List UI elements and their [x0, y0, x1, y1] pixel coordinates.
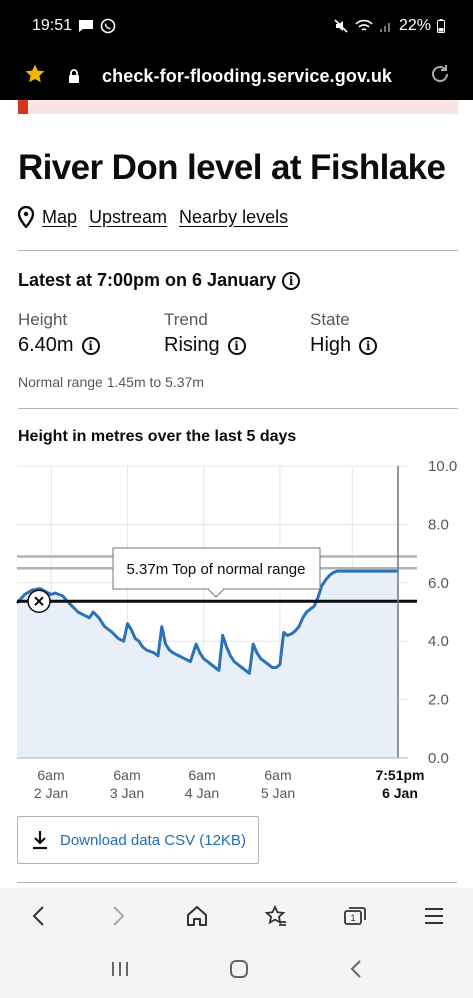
y-tick-label: 10.0	[428, 458, 457, 475]
wifi-icon	[355, 19, 373, 33]
stat-label: Height	[18, 310, 68, 329]
x-tick-label: 5 Jan	[261, 785, 295, 801]
divider	[17, 882, 457, 883]
x-tick-label: 6 Jan	[382, 785, 418, 801]
stat-state: State High i	[310, 310, 378, 357]
x-tick-label: 3 Jan	[110, 785, 144, 801]
info-icon[interactable]: i	[227, 336, 246, 355]
stat-value: High	[310, 334, 352, 356]
stat-height: Height 6.40m i	[18, 310, 100, 357]
battery-percent: 22%	[398, 17, 431, 34]
download-label: Download data CSV (12KB)	[60, 831, 246, 849]
home-button-icon[interactable]	[229, 959, 249, 984]
message-icon	[78, 19, 94, 33]
latest-reading-text: Latest at 7:00pm on 6 January	[18, 270, 277, 290]
url-field[interactable]: check-for-flooding.service.gov.uk	[102, 65, 393, 86]
signal-icon	[379, 19, 393, 33]
back-icon[interactable]	[19, 896, 59, 936]
latest-reading-heading: Latest at 7:00pm on 6 January i	[18, 270, 301, 291]
stat-value: Rising	[164, 334, 220, 356]
info-icon[interactable]: i	[359, 336, 378, 355]
system-nav-bar	[0, 944, 473, 998]
river-level-chart[interactable]: 10.0 8.0 6.0 4.0 2.0 0.0 5.37m Top of normal r…	[0, 458, 473, 808]
stat-label: Trend	[164, 310, 208, 329]
x-tick-label: 6am	[37, 767, 64, 783]
close-icon	[34, 596, 44, 606]
threshold-tooltip	[112, 547, 321, 590]
divider	[18, 408, 458, 409]
y-tick-label: 6.0	[428, 575, 449, 592]
y-tick-label: 8.0	[428, 516, 449, 533]
x-tick-label: 6am	[113, 767, 140, 783]
x-tick-label: 2 Jan	[34, 785, 68, 801]
stat-trend: Trend Rising i	[164, 310, 246, 357]
download-icon	[32, 830, 48, 850]
x-tick-label: 4 Jan	[185, 785, 219, 801]
mute-icon	[333, 18, 349, 34]
divider	[18, 250, 458, 251]
whatsapp-icon	[100, 18, 116, 34]
recent-apps-icon[interactable]	[110, 960, 130, 983]
battery-icon	[437, 19, 445, 33]
lock-icon	[68, 69, 80, 83]
svg-text:1: 1	[350, 913, 355, 923]
page-title: River Don level at Fishlake	[18, 148, 446, 187]
download-csv-button[interactable]: Download data CSV (12KB)	[17, 816, 259, 864]
star-icon[interactable]	[24, 63, 46, 90]
tooltip-pointer	[207, 588, 225, 598]
reload-icon[interactable]	[429, 63, 451, 90]
home-icon[interactable]	[177, 896, 217, 936]
tabs-icon[interactable]: 1	[335, 896, 375, 936]
station-links: Map Upstream Nearby levels	[18, 206, 288, 228]
nearby-levels-link[interactable]: Nearby levels	[179, 206, 289, 227]
browser-address-bar: check-for-flooding.service.gov.uk	[0, 52, 473, 100]
menu-icon[interactable]	[414, 896, 454, 936]
map-pin-icon	[18, 206, 34, 228]
x-tick-label: 6am	[264, 767, 291, 783]
upstream-link[interactable]: Upstream	[89, 206, 168, 227]
x-tick-label: 7:51pm	[375, 767, 424, 783]
info-icon[interactable]: i	[282, 271, 301, 290]
y-tick-label: 2.0	[428, 692, 449, 709]
normal-range: Normal range 1.45m to 5.37m	[18, 374, 204, 390]
forward-icon[interactable]	[98, 896, 138, 936]
bookmarks-icon[interactable]	[256, 896, 296, 936]
stat-label: State	[310, 310, 350, 329]
y-tick-label: 0.0	[428, 750, 449, 767]
system-back-icon[interactable]	[349, 959, 363, 984]
warning-banner-edge	[18, 100, 458, 114]
y-tick-label: 4.0	[428, 633, 449, 650]
chart-title: Height in metres over the last 5 days	[18, 428, 297, 445]
map-link[interactable]: Map	[42, 206, 78, 227]
tooltip-text: 5.37m Top of normal range	[127, 561, 306, 578]
series-area	[17, 571, 398, 758]
series-line	[15, 569, 398, 675]
browser-nav-bar: 1	[0, 888, 473, 944]
clock: 19:51	[32, 17, 73, 34]
info-icon[interactable]: i	[81, 336, 100, 355]
stat-value: 6.40m	[18, 334, 74, 356]
x-tick-label: 6am	[188, 767, 215, 783]
status-bar: 19:51 22%	[0, 0, 473, 52]
